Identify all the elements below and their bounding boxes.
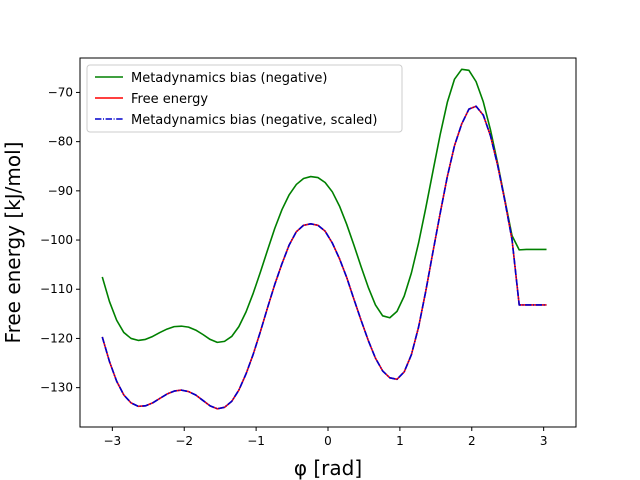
y-tick-label: −90	[48, 184, 73, 198]
x-tick-label: −1	[247, 434, 265, 448]
x-tick-label: −3	[103, 434, 121, 448]
x-tick-label: −2	[175, 434, 193, 448]
legend-label-1: Metadynamics bias (negative)	[131, 71, 328, 86]
series-layer	[101, 68, 547, 410]
x-tick-label: 0	[324, 434, 332, 448]
legend-label-3: Metadynamics bias (negative, scaled)	[131, 113, 378, 128]
y-tick-label: −80	[48, 135, 73, 149]
legend-label-2: Free energy	[131, 92, 208, 107]
y-tick-label: −130	[40, 381, 73, 395]
x-tick-label: 2	[468, 434, 476, 448]
y-tick-label: −70	[48, 85, 73, 99]
x-axis-label: φ [rad]	[294, 456, 362, 480]
y-axis: −130 −120 −110 −100 −90 −80 −70	[40, 85, 80, 395]
x-tick-label: 1	[396, 434, 404, 448]
y-tick-label: −100	[40, 233, 73, 247]
series-line-1	[101, 68, 547, 344]
x-tick-label: 3	[540, 434, 548, 448]
series-line-3	[101, 105, 547, 410]
legend: Metadynamics bias (negative) Free energy M…	[86, 64, 403, 133]
y-tick-label: −120	[40, 331, 73, 345]
y-tick-label: −110	[40, 282, 73, 296]
legend-box	[86, 64, 403, 133]
y-axis-label: Free energy [kJ/mol]	[1, 142, 25, 344]
legend-items: Metadynamics bias (negative) Free energy M…	[95, 71, 378, 128]
x-axis: −3 −2 −1 0 1 2 3	[103, 427, 547, 448]
